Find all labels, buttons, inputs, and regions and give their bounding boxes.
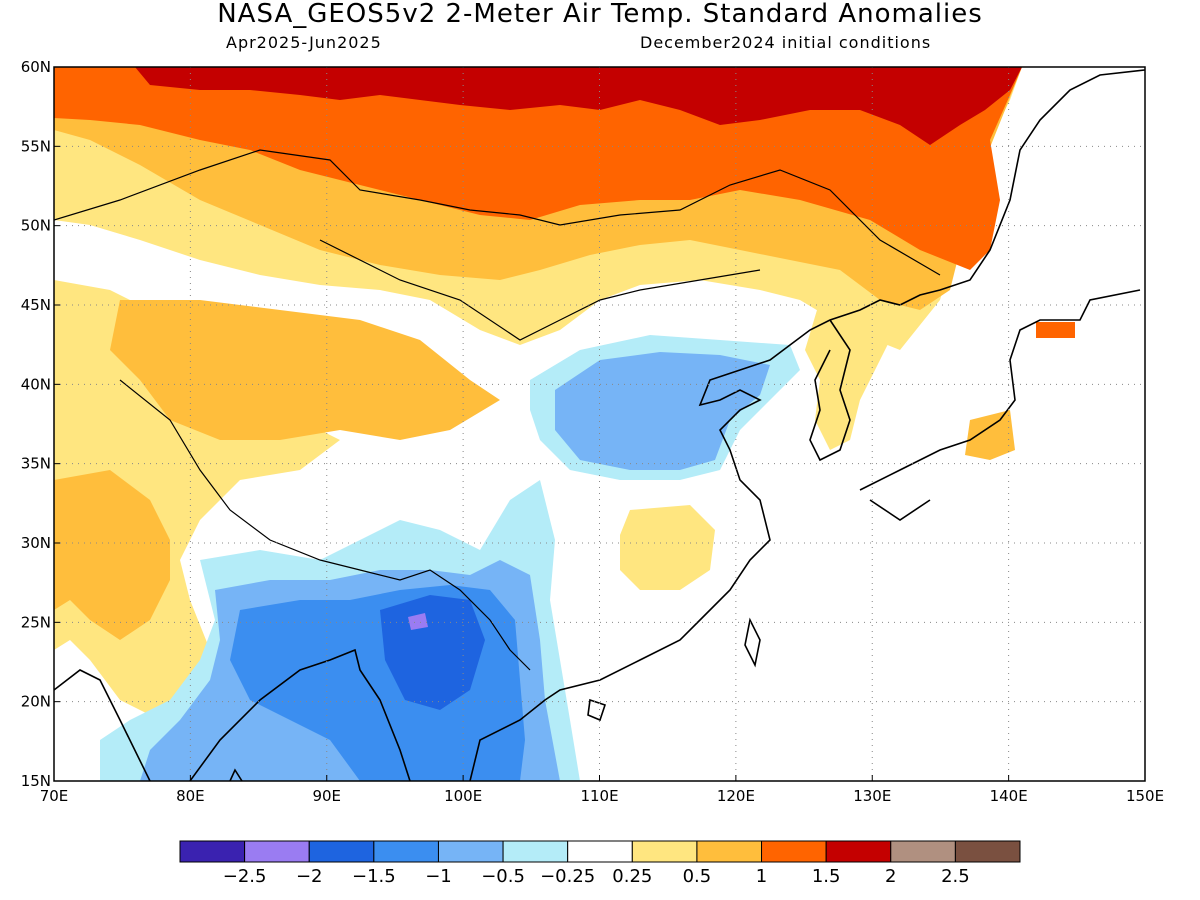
- lat-tick-label: 40N: [21, 375, 51, 393]
- lon-tick-label: 70E: [40, 787, 69, 805]
- forecast-period: Apr2025-Jun2025: [226, 33, 382, 52]
- colorbar: [179, 840, 1021, 863]
- korea-coastline: [809, 319, 851, 462]
- latitude-ticks: 60N 55N 50N 45N 40N 35N 30N 25N 20N 15N: [21, 58, 60, 790]
- lat-tick-label: 15N: [21, 772, 51, 790]
- colorbar-swatch: [373, 840, 439, 863]
- colorbar-swatch: [825, 840, 892, 863]
- colorbar-swatch: [761, 840, 827, 863]
- colorbar-swatch: [954, 840, 1021, 863]
- east-asia-coastline: [54, 69, 1145, 781]
- lat-tick-label: 60N: [21, 58, 51, 76]
- colorbar-label: −1: [425, 866, 452, 887]
- lon-tick-label: 100E: [444, 787, 482, 805]
- map-title: NASA_GEOS5v2 2-Meter Air Temp. Standard …: [217, 0, 983, 29]
- warm-band: [54, 67, 1022, 270]
- initial-conditions: December2024 initial conditions: [640, 33, 932, 52]
- lon-tick-label: 80E: [176, 787, 205, 805]
- coastlines-borders: [54, 69, 1145, 781]
- colorbar-swatch: [890, 840, 956, 863]
- korea-warm-patch: [805, 300, 900, 450]
- japan-coastline: [859, 289, 1141, 521]
- colorbar-label: 1: [756, 866, 767, 887]
- colorbar-label: 0.5: [683, 866, 712, 887]
- lon-tick-label: 90E: [312, 787, 341, 805]
- colorbar-swatch: [179, 840, 246, 863]
- colorbar-label: 0.25: [612, 866, 652, 887]
- lon-tick-label: 120E: [717, 787, 755, 805]
- colorbar-label: −2: [296, 866, 323, 887]
- colorbar-label: −0.25: [540, 866, 595, 887]
- colorbar-label: 2: [885, 866, 896, 887]
- lat-tick-label: 20N: [21, 693, 51, 711]
- colorbar-label: −0.5: [481, 866, 525, 887]
- colorbar-swatch: [308, 840, 375, 863]
- anomaly-field: [54, 67, 1075, 781]
- colorbar-label: −2.5: [223, 866, 267, 887]
- colorbar-label: 1.5: [812, 866, 841, 887]
- lon-tick-label: 130E: [853, 787, 891, 805]
- lat-tick-label: 30N: [21, 534, 51, 552]
- colorbar-swatch: [696, 840, 763, 863]
- hokkaido-warm-patch: [1036, 322, 1075, 338]
- national-borders: [54, 149, 941, 671]
- west-warm-region: [110, 300, 500, 440]
- sri-lanka-bay-islands: [229, 768, 243, 781]
- colorbar-swatch: [437, 840, 504, 863]
- myanmar-extreme-cool-core: [408, 613, 428, 630]
- longitude-ticks: 70E 80E 90E 100E 110E 120E 130E 140E 150E: [40, 775, 1164, 805]
- lat-tick-label: 25N: [21, 613, 51, 631]
- lon-tick-label: 140E: [990, 787, 1028, 805]
- colorbar-label: −1.5: [352, 866, 396, 887]
- lat-tick-label: 55N: [21, 137, 51, 155]
- lon-tick-label: 110E: [580, 787, 618, 805]
- colorbar-labels: −2.5 −2 −1.5 −1 −0.5 −0.25 0.25 0.5 1 1.5 2 2.5: [223, 866, 970, 887]
- deep-warm-band: [135, 67, 1022, 145]
- graticule: [54, 67, 1145, 781]
- china-warm-patch: [620, 505, 715, 590]
- lat-tick-label: 50N: [21, 217, 51, 235]
- colorbar-label: 2.5: [941, 866, 970, 887]
- lat-tick-label: 45N: [21, 296, 51, 314]
- west-warm-region-south: [54, 470, 170, 640]
- china-cool-region: [555, 352, 770, 470]
- myanmar-strong-cool-core: [380, 595, 485, 710]
- colorbar-swatch: [502, 840, 569, 863]
- colorbar-swatch: [631, 840, 698, 863]
- lon-tick-label: 150E: [1126, 787, 1164, 805]
- lat-tick-label: 35N: [21, 455, 51, 473]
- colorbar-swatch: [244, 840, 310, 863]
- colorbar-swatch: [567, 840, 633, 863]
- japan-warm-patch: [965, 410, 1015, 460]
